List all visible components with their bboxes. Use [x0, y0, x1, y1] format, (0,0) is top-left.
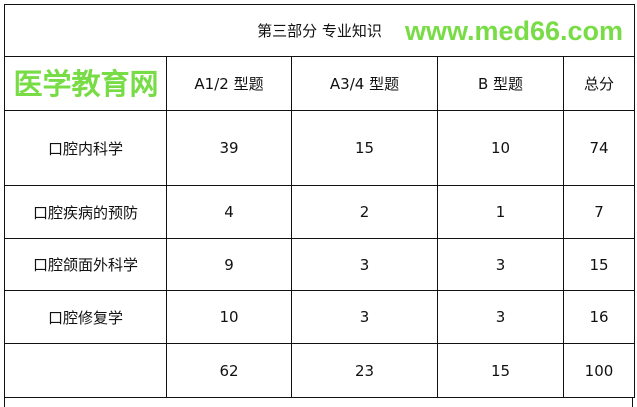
- table-row: 口腔颌面外科学 9 3 3 15: [4, 238, 635, 291]
- table-title: 第三部分 专业知识: [4, 4, 635, 57]
- row-label: 口腔颌面外科学: [4, 238, 167, 291]
- cell: 15: [291, 110, 438, 186]
- exam-score-table: 第三部分 专业知识 A1/2 型题 A3/4 型题 B 型题 总分 口腔内科学 …: [4, 4, 635, 398]
- cell: 3: [291, 238, 438, 291]
- cell: 39: [166, 110, 292, 186]
- total-row: 62 23 15 100: [4, 343, 635, 398]
- cell: 15: [437, 343, 564, 398]
- cell: 3: [437, 290, 564, 344]
- row-label: 口腔疾病的预防: [4, 185, 167, 239]
- cell: 10: [166, 290, 292, 344]
- header-row: A1/2 型题 A3/4 型题 B 型题 总分: [4, 56, 635, 111]
- row-label: 口腔修复学: [4, 290, 167, 344]
- header-cell: A1/2 型题: [166, 56, 292, 111]
- cell: 3: [291, 290, 438, 344]
- cell: 23: [291, 343, 438, 398]
- cell: 62: [166, 343, 292, 398]
- cell: 15: [563, 238, 635, 291]
- header-cell: 总分: [563, 56, 635, 111]
- row-label: 口腔内科学: [4, 110, 167, 186]
- title-row: 第三部分 专业知识: [4, 4, 635, 57]
- cell: 10: [437, 110, 564, 186]
- next-row-edge: [4, 397, 633, 407]
- cell: 2: [291, 185, 438, 239]
- table-row: 口腔内科学 39 15 10 74: [4, 110, 635, 186]
- cell: 100: [563, 343, 635, 398]
- table-row: 口腔修复学 10 3 3 16: [4, 290, 635, 344]
- cell: 3: [437, 238, 564, 291]
- header-cell: A3/4 型题: [291, 56, 438, 111]
- table-row: 口腔疾病的预防 4 2 1 7: [4, 185, 635, 239]
- row-label: [4, 343, 167, 398]
- cell: 1: [437, 185, 564, 239]
- cell: 4: [166, 185, 292, 239]
- cell: 16: [563, 290, 635, 344]
- header-cell: B 型题: [437, 56, 564, 111]
- header-cell: [4, 56, 167, 111]
- cell: 9: [166, 238, 292, 291]
- cell: 7: [563, 185, 635, 239]
- cell: 74: [563, 110, 635, 186]
